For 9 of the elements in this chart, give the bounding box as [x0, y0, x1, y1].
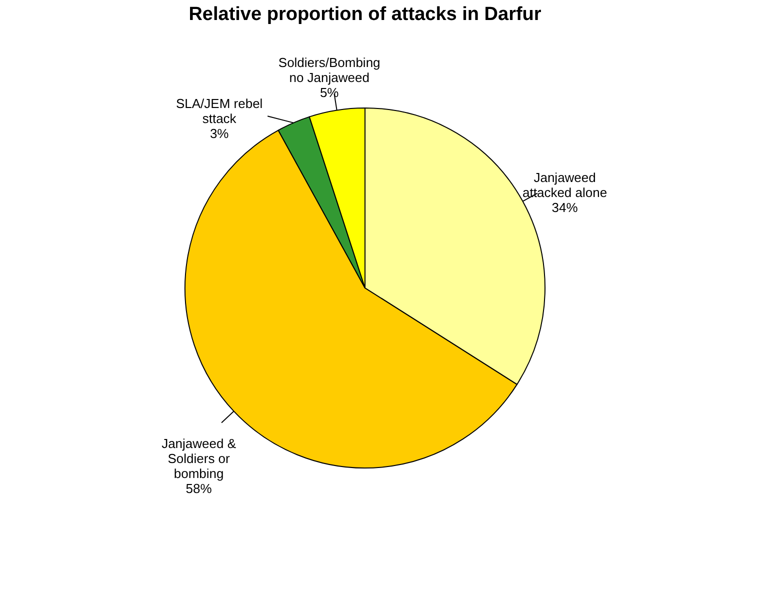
slice-label: SLA/JEM rebel sttack [176, 96, 263, 126]
data-label: 3% [210, 126, 230, 141]
slice-label: Soldiers/Bombing no Janjaweed [278, 54, 380, 85]
slice-label: Janjaweed attacked alone [522, 170, 608, 200]
data-label: 58% [186, 481, 212, 496]
chart-title: Relative proportion of attacks in Darfur [188, 4, 542, 25]
slice-label: Janjaweed & Soldiers or bombing [162, 436, 236, 482]
data-label: 5% [320, 84, 340, 100]
data-label: 34% [552, 200, 578, 216]
